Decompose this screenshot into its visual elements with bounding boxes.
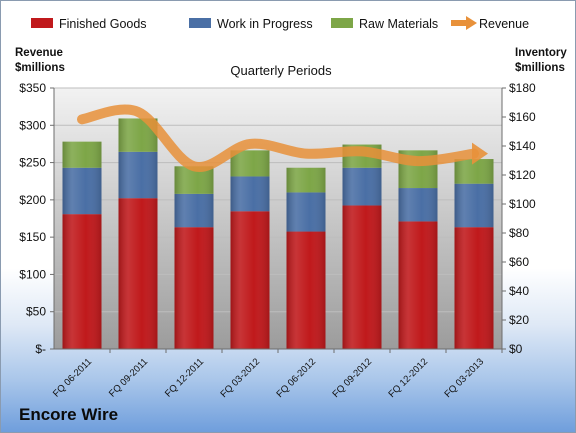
left-tick-label: $50 [26, 305, 46, 319]
legend-swatch-finished-goods [31, 18, 53, 28]
right-tick-label: $80 [509, 226, 529, 240]
right-axis-title-line2: $millions [515, 62, 565, 74]
left-tick-label: $100 [19, 267, 46, 281]
category-label: FQ 03-2013 [442, 356, 486, 400]
category-label: FQ 12-2011 [163, 356, 206, 399]
category-label: FQ 12-2012 [386, 356, 430, 400]
bar-shading [62, 141, 102, 168]
bar-shading [286, 167, 326, 193]
bar-shading [230, 176, 270, 212]
right-tick-label: $180 [509, 81, 536, 95]
bar-shading [286, 192, 326, 232]
legend-label-raw-materials: Raw Materials [359, 17, 438, 31]
bar-shading [398, 188, 438, 222]
right-tick-label: $20 [509, 313, 529, 327]
bar-shading [286, 231, 326, 349]
revenue-line [77, 104, 479, 172]
bar-shading [118, 198, 158, 349]
left-tick-label: $250 [19, 156, 46, 170]
right-axis-title-line1: Inventory [515, 47, 567, 59]
legend-label-finished-goods: Finished Goods [59, 17, 147, 31]
bar-shading [398, 221, 438, 349]
right-tick-label: $120 [509, 168, 536, 182]
legend-label-work-in-progress: Work in Progress [217, 17, 313, 31]
bar-shading [454, 183, 494, 228]
bar-shading [230, 211, 270, 349]
bar-shading [342, 167, 382, 206]
legend-label-revenue: Revenue [479, 17, 529, 31]
bar-shading [230, 150, 270, 177]
left-tick-label: $300 [19, 118, 46, 132]
bar-shading [174, 227, 214, 349]
left-tick-label: $200 [19, 193, 46, 207]
right-tick-label: $160 [509, 110, 536, 124]
bar-shading [118, 151, 158, 199]
category-label: FQ 06-2012 [274, 356, 318, 400]
left-tick-label: $- [35, 342, 46, 356]
bar-shading [62, 214, 102, 349]
bar-shading [174, 193, 214, 228]
legend-swatch-work-in-progress [189, 18, 211, 28]
right-tick-label: $140 [509, 139, 536, 153]
bar-shading [342, 205, 382, 349]
right-tick-label: $100 [509, 197, 536, 211]
right-tick-label: $60 [509, 255, 529, 269]
plot-title: Quarterly Periods [230, 63, 332, 78]
category-label: FQ 06-2011 [51, 356, 94, 399]
left-axis-title-line2: $millions [15, 62, 65, 74]
right-tick-label: $0 [509, 342, 523, 356]
right-tick-label: $40 [509, 284, 529, 298]
category-label: FQ 09-2011 [107, 356, 150, 399]
company-name: Encore Wire [19, 405, 119, 424]
legend-arrowhead [466, 16, 477, 30]
category-label: FQ 09-2012 [330, 356, 374, 400]
legend-swatch-raw-materials [331, 18, 353, 28]
left-tick-label: $350 [19, 81, 46, 95]
bar-shading [454, 227, 494, 349]
left-axis-title-line1: Revenue [15, 47, 63, 59]
bar-shading [62, 167, 102, 215]
left-tick-label: $150 [19, 230, 46, 244]
category-label: FQ 03-2012 [218, 356, 262, 400]
revenue-arrowhead [472, 142, 488, 165]
